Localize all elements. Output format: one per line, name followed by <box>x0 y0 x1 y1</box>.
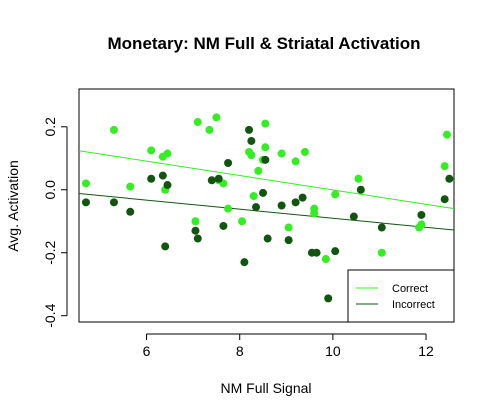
point-incorrect-27 <box>331 247 340 256</box>
point-correct-30 <box>354 174 363 183</box>
point-correct-10 <box>212 113 221 122</box>
point-incorrect-10 <box>214 174 223 183</box>
point-incorrect-12 <box>224 158 233 167</box>
point-incorrect-31 <box>417 210 426 219</box>
plot-marks <box>78 113 455 303</box>
point-correct-22 <box>277 149 286 158</box>
point-correct-3 <box>147 146 156 155</box>
point-correct-27 <box>310 209 319 218</box>
point-incorrect-6 <box>161 242 170 251</box>
point-incorrect-22 <box>291 198 300 207</box>
point-correct-33 <box>417 220 426 229</box>
point-correct-13 <box>224 204 233 213</box>
point-correct-35 <box>443 130 452 139</box>
point-incorrect-32 <box>440 195 449 204</box>
point-incorrect-16 <box>252 203 261 212</box>
point-incorrect-8 <box>193 234 202 243</box>
point-correct-21 <box>261 119 270 128</box>
point-incorrect-4 <box>158 171 167 180</box>
point-correct-20 <box>261 143 270 152</box>
point-correct-24 <box>291 157 300 166</box>
y-tick-label: 0.2 <box>42 117 58 137</box>
legend-box <box>347 269 455 323</box>
y-tick-label: -0.4 <box>42 303 58 327</box>
point-correct-9 <box>205 125 214 134</box>
point-incorrect-29 <box>356 185 365 194</box>
point-incorrect-20 <box>277 201 286 210</box>
x-axis-label: NM Full Signal <box>220 380 311 396</box>
point-incorrect-26 <box>324 294 333 303</box>
fit-line-incorrect <box>78 193 455 231</box>
chart-title: Monetary: NM Full & Striatal Activation <box>108 34 421 53</box>
point-incorrect-9 <box>207 176 216 185</box>
point-correct-14 <box>238 217 247 226</box>
point-incorrect-25 <box>312 248 321 257</box>
point-correct-1 <box>109 125 118 134</box>
point-incorrect-13 <box>240 258 249 267</box>
point-incorrect-5 <box>163 181 172 190</box>
point-correct-8 <box>193 118 202 127</box>
point-correct-0 <box>81 179 90 188</box>
point-correct-28 <box>321 255 330 264</box>
point-incorrect-28 <box>349 212 358 221</box>
legend-label-correct: Correct <box>392 283 428 295</box>
point-correct-31 <box>377 248 386 257</box>
point-correct-23 <box>284 223 293 232</box>
point-correct-29 <box>331 190 340 199</box>
x-tick-label: 12 <box>418 343 434 359</box>
point-incorrect-2 <box>126 207 135 216</box>
point-incorrect-15 <box>247 136 256 145</box>
point-correct-34 <box>440 162 449 171</box>
point-incorrect-0 <box>81 198 90 207</box>
x-tick-label: 8 <box>236 343 244 359</box>
x-tick-label: 6 <box>143 343 151 359</box>
point-incorrect-3 <box>147 174 156 183</box>
point-incorrect-21 <box>284 236 293 245</box>
point-incorrect-19 <box>263 234 272 243</box>
point-correct-25 <box>300 147 309 156</box>
y-axis: -0.4 -0.2 0.0 0.2 <box>42 117 68 328</box>
legend-label-incorrect: Incorrect <box>392 299 435 311</box>
point-incorrect-18 <box>259 188 268 197</box>
legend: Correct Incorrect <box>347 269 455 323</box>
point-incorrect-7 <box>191 226 200 235</box>
point-correct-17 <box>249 192 258 201</box>
point-incorrect-17 <box>261 155 270 164</box>
point-correct-18 <box>254 166 263 175</box>
x-axis: 6 8 10 12 <box>143 333 434 359</box>
point-incorrect-14 <box>245 125 254 134</box>
y-tick-label: 0.0 <box>42 180 58 200</box>
plot-frame <box>78 88 455 323</box>
y-axis-label: Avg. Activation <box>5 160 21 252</box>
point-correct-16 <box>247 151 256 160</box>
x-tick-label: 10 <box>325 343 341 359</box>
point-correct-5 <box>163 149 172 158</box>
fit-line-correct <box>78 150 455 210</box>
point-incorrect-23 <box>298 193 307 202</box>
point-incorrect-1 <box>109 198 118 207</box>
point-incorrect-30 <box>377 223 386 232</box>
point-incorrect-33 <box>445 174 454 183</box>
y-tick-label: -0.2 <box>42 240 58 264</box>
point-correct-2 <box>126 182 135 191</box>
point-incorrect-11 <box>219 221 228 230</box>
point-correct-7 <box>191 217 200 226</box>
